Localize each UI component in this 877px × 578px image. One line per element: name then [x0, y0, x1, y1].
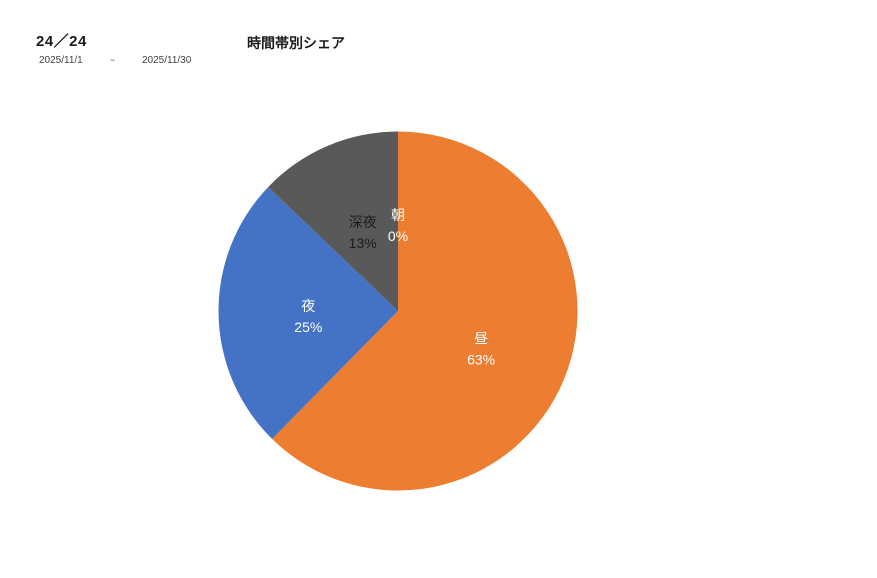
pie-label-shinya: 深夜 — [349, 214, 377, 230]
pie-label-yoru: 夜 — [301, 298, 315, 314]
pie-label-yoru-percent: 25% — [294, 319, 322, 335]
pie-slice-hiru[interactable] — [272, 131, 578, 491]
pie-label-hiru-percent: 63% — [467, 352, 495, 368]
pie-label-shinya-percent: 13% — [349, 235, 377, 251]
pie-slice-shinya[interactable] — [268, 131, 398, 312]
pie-label-asa-percent: 0% — [388, 228, 408, 244]
pie-slice-yoru[interactable] — [218, 187, 398, 439]
chart-title: 時間帯別シェア — [247, 35, 345, 51]
date-from: 2025/11/1 — [39, 55, 83, 66]
date-to: 2025/11/30 — [142, 55, 192, 66]
pie-label-hiru: 昼 — [474, 331, 488, 347]
date-range-tilde: ~ — [110, 55, 116, 65]
progress-counter: 24／24 — [36, 33, 87, 50]
pie-label-asa: 朝 — [391, 207, 405, 223]
